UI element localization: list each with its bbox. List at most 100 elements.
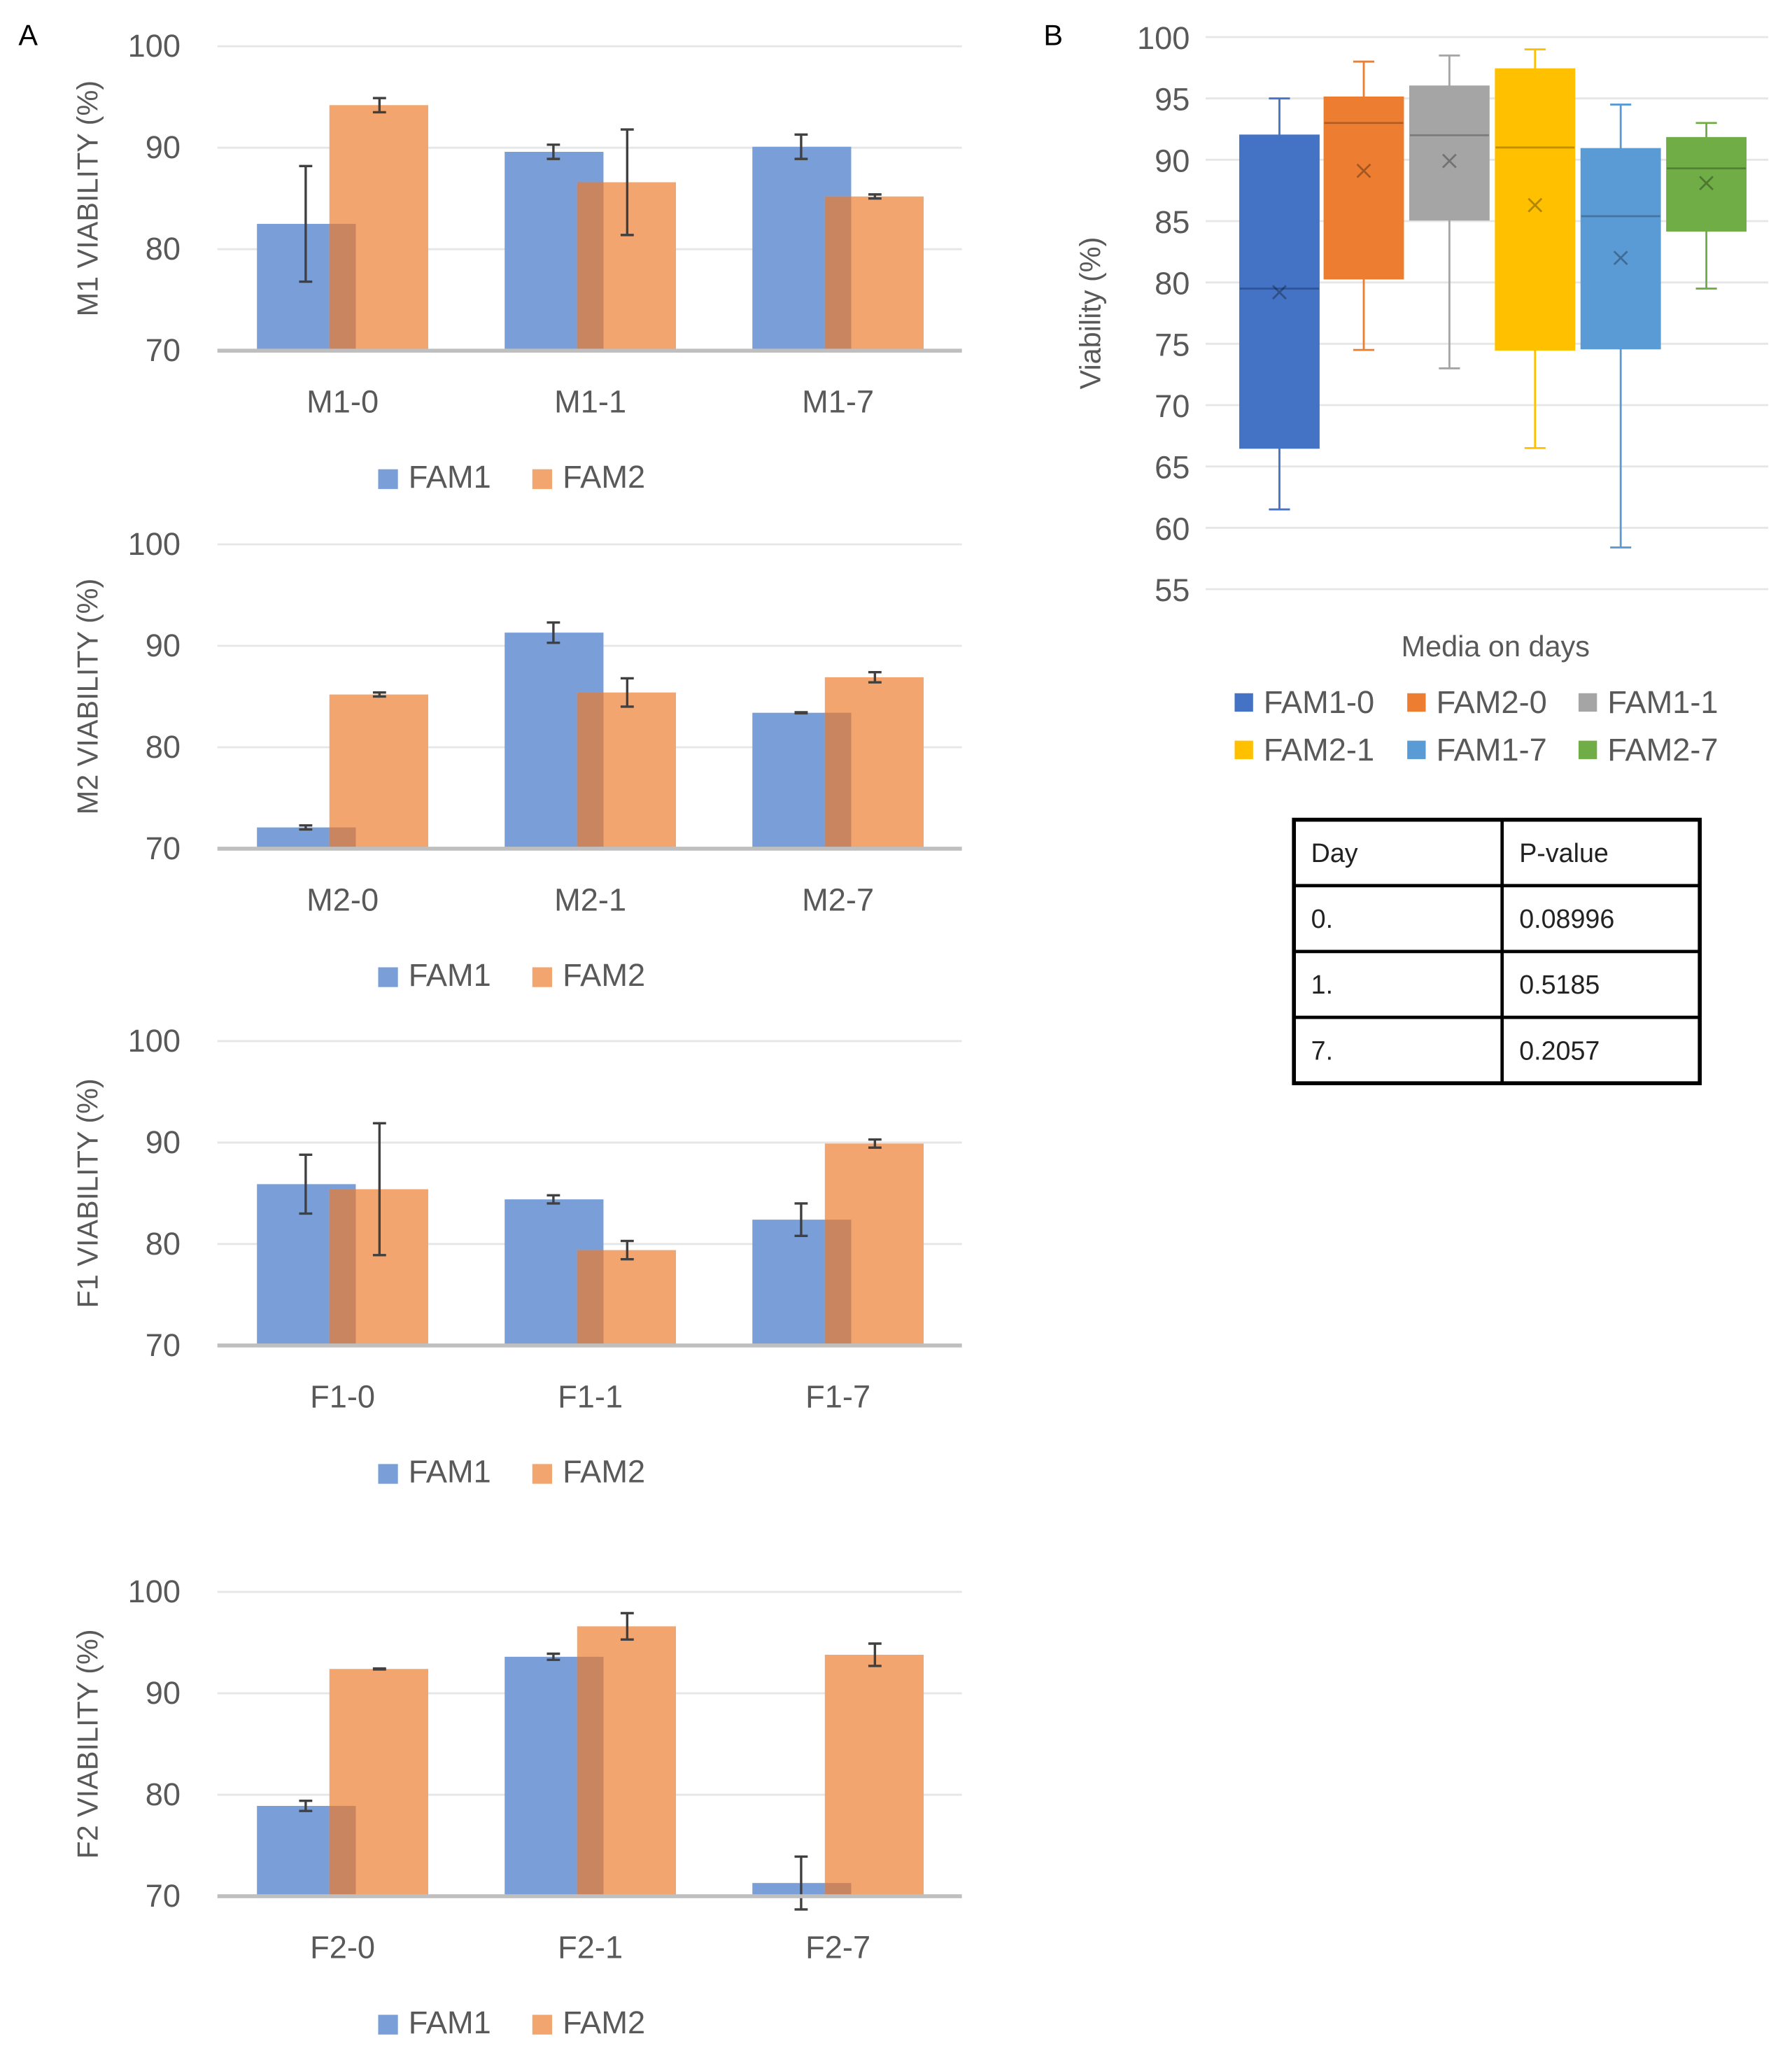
table-header-day: Day	[1311, 838, 1358, 868]
bar-overlap	[329, 1805, 356, 1897]
bar-chart-1: 70 80 90 100 M1 VIABILITY (%) M1-0 M1-1 M1-7 FAM…	[71, 28, 962, 495]
legend-label: FAM1-1	[1607, 684, 1718, 720]
legend-swatch-fam1	[378, 469, 398, 489]
legend-label: FAM1-0	[1264, 684, 1374, 720]
legend-swatch-fam2	[532, 1464, 553, 1484]
category-label: F1-1	[558, 1378, 623, 1414]
y-tick-label: 90	[1155, 143, 1190, 178]
y-tick-label: 80	[146, 1226, 181, 1262]
category-label: M1-1	[554, 384, 626, 420]
legend-swatch-fam1	[378, 2014, 398, 2035]
y-tick-label: 100	[128, 28, 181, 64]
y-tick-label: 65	[1155, 450, 1190, 486]
panel-label-b: B	[1043, 19, 1063, 51]
y-axis-title: Viability (%)	[1074, 237, 1106, 390]
box-fam2-1	[1495, 68, 1576, 351]
category-label: F1-7	[805, 1378, 870, 1414]
y-tick-label: 70	[146, 1327, 181, 1363]
box-fam1-1	[1409, 85, 1490, 221]
category-label: M1-0	[306, 384, 379, 420]
y-tick-label: 70	[1155, 388, 1190, 424]
legend-swatch-fam2	[532, 469, 553, 489]
y-tick-label: 100	[128, 1023, 181, 1059]
bar-overlap	[824, 712, 852, 849]
category-label: F1-0	[310, 1378, 375, 1414]
p-value-table: Day P-value 0. 0.08996 1. 0.5185 7. 0.2057	[1292, 817, 1702, 1085]
y-tick-label: 70	[146, 332, 181, 368]
y-tick-label: 100	[128, 1574, 181, 1609]
table-cell-pvalue: 0.08996	[1519, 904, 1614, 933]
legend-label-fam2: FAM2	[563, 459, 645, 495]
y-axis-title: F1 VIABILITY (%)	[71, 1078, 104, 1308]
y-tick-label: 90	[146, 1124, 181, 1160]
legend-swatch	[1234, 693, 1253, 712]
legend-label: FAM1-7	[1437, 732, 1547, 768]
y-tick-label: 90	[146, 628, 181, 663]
category-label: M1-7	[802, 384, 874, 420]
bar-overlap	[824, 1883, 852, 1897]
bar-overlap	[329, 1189, 356, 1346]
bar-overlap	[824, 1220, 852, 1346]
table-cell-day: 0.	[1311, 904, 1333, 933]
bar-charts: 70 80 90 100 M1 VIABILITY (%) M1-0 M1-1 M1-7 FAM…	[71, 28, 962, 2040]
legend-swatch-fam1	[378, 1464, 398, 1484]
bar-overlap	[577, 1250, 604, 1346]
legend-swatch	[1407, 740, 1426, 759]
bar-chart-3: 70 80 90 100 F1 VIABILITY (%) F1-0 F1-1 F1-7 FAM…	[71, 1023, 962, 1490]
bar-overlap	[329, 223, 356, 351]
legend-swatch	[1578, 693, 1597, 712]
y-tick-label: 95	[1155, 82, 1190, 118]
legend-label-fam1: FAM1	[409, 2005, 491, 2040]
box-plot: 55 60 65 70 75 80 85 90 95 100 Viability (%) Media …	[1074, 20, 1769, 768]
table-header-pvalue: P-value	[1519, 838, 1609, 868]
bar-overlap	[577, 1656, 604, 1897]
y-axis-title: M2 VIABILITY (%)	[71, 579, 104, 814]
mean-marker	[1356, 163, 1371, 178]
legend-swatch	[1234, 740, 1253, 759]
legend-label-fam1: FAM1	[409, 957, 491, 993]
bar-overlap	[577, 182, 604, 351]
bar-overlap	[824, 196, 852, 351]
bar-fam2	[824, 1654, 924, 1897]
y-tick-label: 70	[146, 1878, 181, 1914]
y-tick-label: 100	[128, 526, 181, 562]
legend-label-fam1: FAM1	[409, 459, 491, 495]
table-cell-day: 1.	[1311, 970, 1333, 999]
legend-swatch-fam1	[378, 967, 398, 987]
bar-overlap	[329, 827, 356, 849]
mean-marker	[1441, 153, 1457, 169]
y-tick-label: 80	[146, 729, 181, 765]
panel-label-a: A	[18, 19, 38, 51]
category-label: M2-0	[306, 882, 379, 917]
y-axis-title: F2 VIABILITY (%)	[71, 1629, 104, 1858]
box-fam1-0	[1239, 134, 1320, 449]
legend-swatch-fam2	[532, 2014, 553, 2035]
y-tick-label: 90	[146, 129, 181, 165]
category-label: F2-7	[805, 1930, 870, 1965]
legend-label: FAM2-0	[1437, 684, 1547, 720]
table-cell-day: 7.	[1311, 1036, 1333, 1065]
y-tick-label: 90	[146, 1675, 181, 1711]
mean-marker	[1613, 250, 1628, 266]
table-cell-pvalue: 0.2057	[1519, 1036, 1600, 1065]
y-tick-label: 80	[1155, 266, 1190, 302]
box-fam2-0	[1323, 96, 1404, 280]
mean-marker	[1272, 285, 1287, 300]
legend-label: FAM2-7	[1607, 732, 1718, 768]
y-tick-label: 70	[146, 831, 181, 866]
category-label: M2-1	[554, 882, 626, 917]
legend-swatch-fam2	[532, 967, 553, 987]
x-axis-title: Media on days	[1402, 630, 1590, 663]
bar-chart-4: 70 80 90 100 F2 VIABILITY (%) F2-0 F2-1 F2-7 FAM…	[71, 1574, 962, 2040]
category-label: F2-0	[310, 1930, 375, 1965]
bar-overlap	[577, 692, 604, 849]
y-tick-label: 100	[1137, 20, 1190, 56]
y-tick-label: 55	[1155, 572, 1190, 608]
category-label: M2-7	[802, 882, 874, 917]
y-tick-label: 75	[1155, 327, 1190, 362]
mean-marker	[1528, 197, 1543, 213]
y-tick-label: 80	[146, 1777, 181, 1812]
y-tick-label: 80	[146, 231, 181, 267]
legend-swatch	[1407, 693, 1426, 712]
